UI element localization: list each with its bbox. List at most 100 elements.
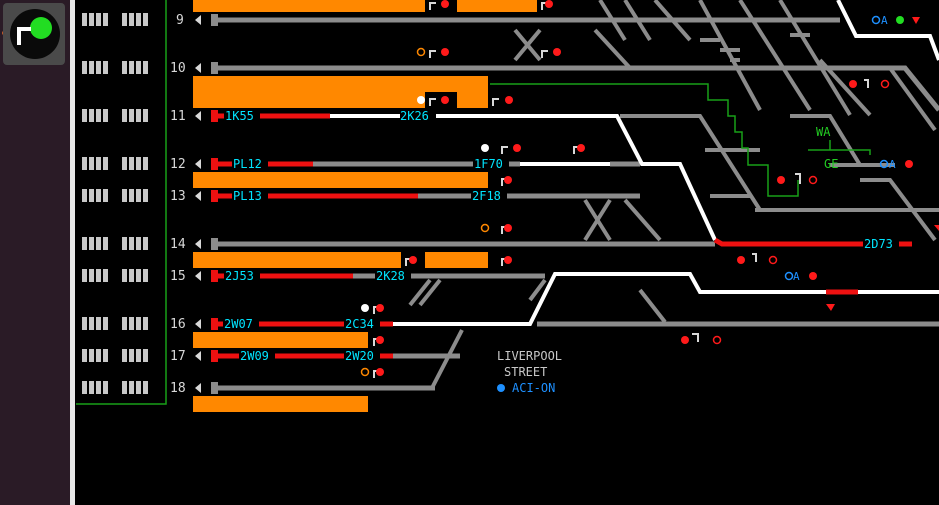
indicator-block [89, 189, 94, 202]
signal-head-green[interactable] [896, 16, 904, 24]
indicator-block [122, 109, 127, 122]
indicator-block [122, 269, 127, 282]
indicator-block [129, 237, 134, 250]
occupied-tracks [218, 113, 912, 359]
signal-head[interactable] [376, 336, 384, 344]
indicator-block [136, 381, 141, 394]
indicator-block [129, 13, 134, 26]
indicator-block [103, 157, 108, 170]
indicator-block [122, 317, 127, 330]
auto-label: A [889, 158, 896, 171]
indicator-block [122, 61, 127, 74]
headcode[interactable]: 2D73 [864, 237, 893, 251]
signal-head[interactable] [505, 96, 513, 104]
signal-head[interactable] [504, 256, 512, 264]
headcode[interactable]: 2K28 [376, 269, 405, 283]
sidebar-panel [0, 0, 70, 505]
signal-tool-button[interactable] [3, 3, 65, 65]
indicator-block [136, 349, 141, 362]
indicator-block [143, 109, 148, 122]
indicator-block [103, 349, 108, 362]
signal-head[interactable] [849, 80, 857, 88]
indicator-block [96, 237, 101, 250]
signal-head[interactable] [504, 224, 512, 232]
indicator-block [89, 349, 94, 362]
indicator-block [82, 189, 87, 202]
headcode[interactable]: 2C34 [345, 317, 374, 331]
signal-head[interactable] [504, 176, 512, 184]
headcode[interactable]: 2W09 [240, 349, 269, 363]
indicator-block [143, 317, 148, 330]
signal-head[interactable] [777, 176, 785, 184]
signal-head[interactable] [681, 336, 689, 344]
indicator-block [82, 109, 87, 122]
indicator-block [103, 317, 108, 330]
headcode[interactable]: 2W20 [345, 349, 374, 363]
indicator-block [96, 381, 101, 394]
row-label: 11 [170, 109, 186, 124]
indicator-block [129, 109, 134, 122]
indicator-block [103, 61, 108, 74]
signal-head[interactable] [737, 256, 745, 264]
headcode[interactable]: 1F70 [474, 157, 503, 171]
auto-label: A [793, 270, 800, 283]
signal-head[interactable] [553, 48, 561, 56]
signal-head[interactable] [513, 144, 521, 152]
station-name: LIVERPOOL [497, 349, 562, 363]
headcode[interactable]: 2K26 [400, 109, 429, 123]
signal-head[interactable] [376, 304, 384, 312]
signal-head[interactable] [809, 272, 817, 280]
indicator-block [82, 381, 87, 394]
indicator-block [82, 349, 87, 362]
signal-head[interactable] [441, 96, 449, 104]
signal-head[interactable] [545, 0, 553, 8]
row-label: 15 [170, 269, 186, 284]
junction-label-ge: GE [824, 157, 838, 171]
indicator-block [103, 189, 108, 202]
auto-working-indicators: A A A [784, 14, 896, 283]
indicator-block [136, 237, 141, 250]
indicator-block [129, 317, 134, 330]
indicator-block [96, 189, 101, 202]
indicator-block [129, 349, 134, 362]
headcode[interactable]: 2F18 [472, 189, 501, 203]
row-label: 16 [170, 317, 186, 332]
indicator-block [89, 381, 94, 394]
indicator-block [143, 237, 148, 250]
indicator-block [122, 381, 127, 394]
indicator-block [143, 189, 148, 202]
headcode[interactable]: PL12 [233, 157, 262, 171]
signal-head[interactable] [441, 48, 449, 56]
aci-status[interactable]: ACI-ON [512, 381, 555, 395]
indicator-block [129, 381, 134, 394]
headcode[interactable]: 2J53 [225, 269, 254, 283]
indicator-block [103, 269, 108, 282]
indicator-block [143, 61, 148, 74]
indicator-block [122, 349, 127, 362]
indicator-block [89, 13, 94, 26]
indicator-block [143, 157, 148, 170]
indicator-block [103, 237, 108, 250]
indicator-block [82, 317, 87, 330]
signal-head[interactable] [376, 368, 384, 376]
indicator-block [89, 269, 94, 282]
signal-head[interactable] [441, 0, 449, 8]
indicator-block [89, 237, 94, 250]
row-label: 10 [170, 61, 186, 76]
headcode[interactable]: PL13 [233, 189, 262, 203]
signals [360, 0, 939, 378]
indicator-block [103, 109, 108, 122]
indicator-block [129, 157, 134, 170]
signal-head[interactable] [577, 144, 585, 152]
indicator-block [82, 237, 87, 250]
signal-head[interactable] [409, 256, 417, 264]
train-headcodes: 1K55 2K26 PL12 1F70 PL13 2F18 2J53 2K28 … [223, 109, 899, 363]
headcode[interactable]: 2W07 [224, 317, 253, 331]
indicator-block [96, 317, 101, 330]
station-label: LIVERPOOL STREET ACI-ON [497, 349, 562, 395]
aci-indicator-icon [497, 384, 505, 392]
indicator-block [89, 109, 94, 122]
train-stubs [211, 110, 218, 362]
signal-head[interactable] [905, 160, 913, 168]
headcode[interactable]: 1K55 [225, 109, 254, 123]
